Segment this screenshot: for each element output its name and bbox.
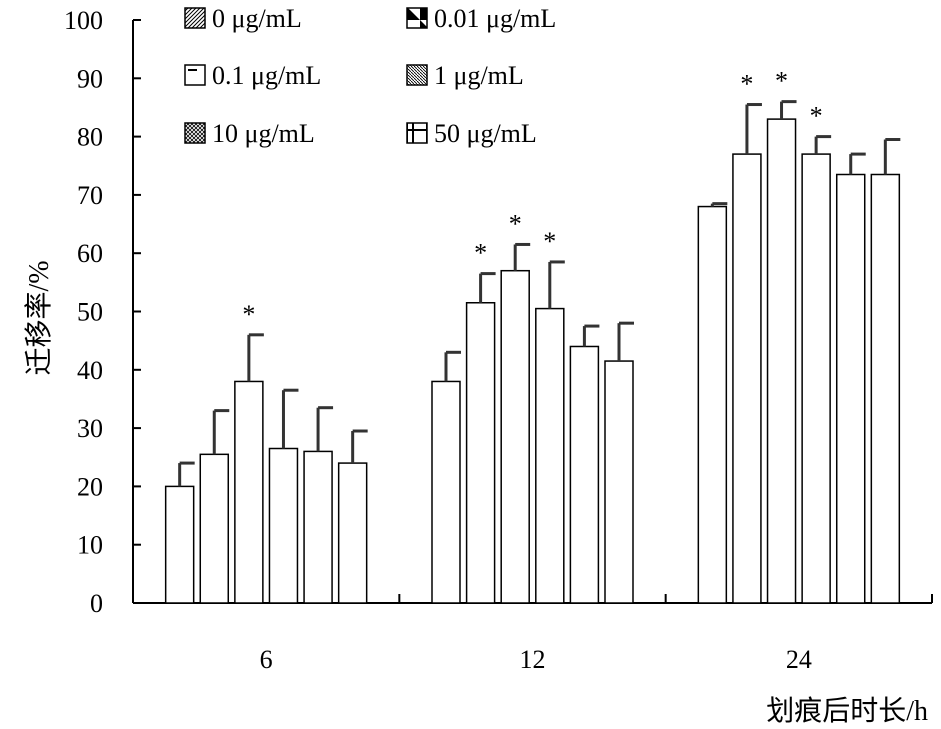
legend-swatch xyxy=(406,7,428,29)
bar xyxy=(164,485,195,604)
legend: 0 μg/mL 0.01 μg/mL 0.1 μg/mL 1 μg/mL 10 μg/m… xyxy=(184,4,556,148)
bar xyxy=(604,360,634,604)
significance-marker: * xyxy=(543,227,556,256)
x-tick-label: 24 xyxy=(786,645,812,674)
bars: * * * * * * * xyxy=(164,67,901,604)
significance-marker: * xyxy=(474,239,487,268)
bar xyxy=(500,269,530,604)
bar xyxy=(234,380,264,604)
legend-label: 0.1 μg/mL xyxy=(212,61,321,90)
legend-swatch xyxy=(406,64,428,86)
bar xyxy=(870,173,901,604)
y-tick-label: 30 xyxy=(77,414,103,443)
x-axis-title: 划痕后时长/h xyxy=(766,695,928,727)
bar xyxy=(766,118,797,604)
legend-label: 0.01 μg/mL xyxy=(434,4,556,33)
bar xyxy=(337,462,368,604)
x-tick-label: 12 xyxy=(520,645,546,674)
y-ticks: 0 10 20 30 40 50 60 70 80 90 100 xyxy=(64,6,141,618)
y-tick-label: 100 xyxy=(64,6,103,35)
y-tick-label: 40 xyxy=(77,356,103,385)
y-axis-title: 迁移率/% xyxy=(23,260,55,375)
bar xyxy=(697,205,728,604)
significance-marker: * xyxy=(509,209,522,238)
y-tick-label: 10 xyxy=(77,531,103,560)
bar xyxy=(465,302,496,604)
y-tick-label: 50 xyxy=(77,298,103,327)
bar xyxy=(199,453,230,604)
y-axis: 0 10 20 30 40 50 60 70 80 90 100 xyxy=(64,6,141,618)
bar xyxy=(732,153,762,604)
legend-label: 10 μg/mL xyxy=(212,119,315,148)
x-axis: 6 12 24 xyxy=(132,594,933,674)
x-tick-label: 6 xyxy=(260,645,273,674)
bar xyxy=(268,447,299,604)
y-tick-label: 90 xyxy=(77,64,103,93)
legend-label: 50 μg/mL xyxy=(434,119,537,148)
y-tick-label: 0 xyxy=(90,589,103,618)
significance-marker: * xyxy=(810,102,823,131)
legend-swatch xyxy=(184,122,206,144)
y-tick-label: 80 xyxy=(77,123,103,152)
y-tick-label: 60 xyxy=(77,239,103,268)
bar xyxy=(835,173,866,604)
x-ticks: 6 12 24 xyxy=(132,594,933,674)
bar xyxy=(535,307,565,604)
legend-swatch xyxy=(184,64,206,86)
y-tick-label: 20 xyxy=(77,472,103,501)
significance-marker: * xyxy=(242,300,255,329)
bar xyxy=(569,345,600,604)
significance-marker: * xyxy=(775,67,788,96)
bar xyxy=(801,153,831,604)
bar xyxy=(303,450,333,604)
legend-label: 0 μg/mL xyxy=(212,4,302,33)
bar xyxy=(431,380,461,604)
legend-swatch xyxy=(184,7,206,29)
significance-marker: * xyxy=(740,70,753,99)
legend-swatch xyxy=(406,122,428,144)
legend-label: 1 μg/mL xyxy=(434,61,524,90)
y-tick-label: 70 xyxy=(77,181,103,210)
